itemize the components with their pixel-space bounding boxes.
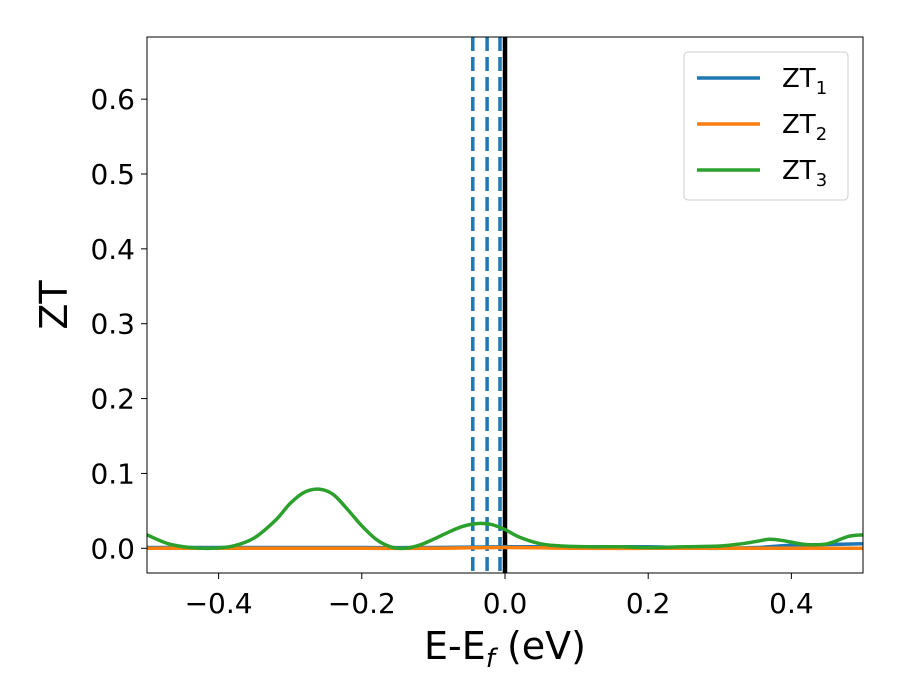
- x-tick-label: 0.2: [626, 587, 671, 620]
- legend-label-zt1: ZT1: [782, 64, 827, 99]
- x-tick-label: 0.4: [769, 587, 814, 620]
- x-tick-label: 0.0: [483, 587, 528, 620]
- y-tick-label: 0.5: [90, 158, 135, 191]
- legend-label-zt3: ZT3: [782, 156, 827, 191]
- x-tick-label: −0.4: [185, 587, 253, 620]
- series-line-zt3: [147, 487, 863, 551]
- legend: ZT1 ZT2 ZT3: [683, 51, 849, 201]
- series-line-zt2: [147, 545, 863, 551]
- x-tick-label: −0.2: [328, 587, 396, 620]
- y-tick-label: 0.1: [90, 457, 135, 490]
- y-tick-label: 0.0: [90, 532, 135, 565]
- x-axis-title: E-Ef (eV): [424, 624, 586, 674]
- series-lines: [147, 487, 863, 551]
- y-tick-label: 0.4: [90, 233, 135, 266]
- y-tick-label: 0.6: [90, 83, 135, 116]
- legend-box: [683, 51, 849, 201]
- y-tick-label: 0.2: [90, 383, 135, 416]
- y-axis-ticks: 0.0 0.1 0.2 0.3 0.4 0.5 0.6: [90, 83, 147, 565]
- y-axis-title: ZT: [32, 280, 76, 330]
- x-axis-ticks: −0.4 −0.2 0.0 0.2 0.4: [185, 573, 814, 620]
- legend-label-zt2: ZT2: [782, 110, 827, 145]
- y-tick-label: 0.3: [90, 308, 135, 341]
- reference-lines: [471, 37, 508, 573]
